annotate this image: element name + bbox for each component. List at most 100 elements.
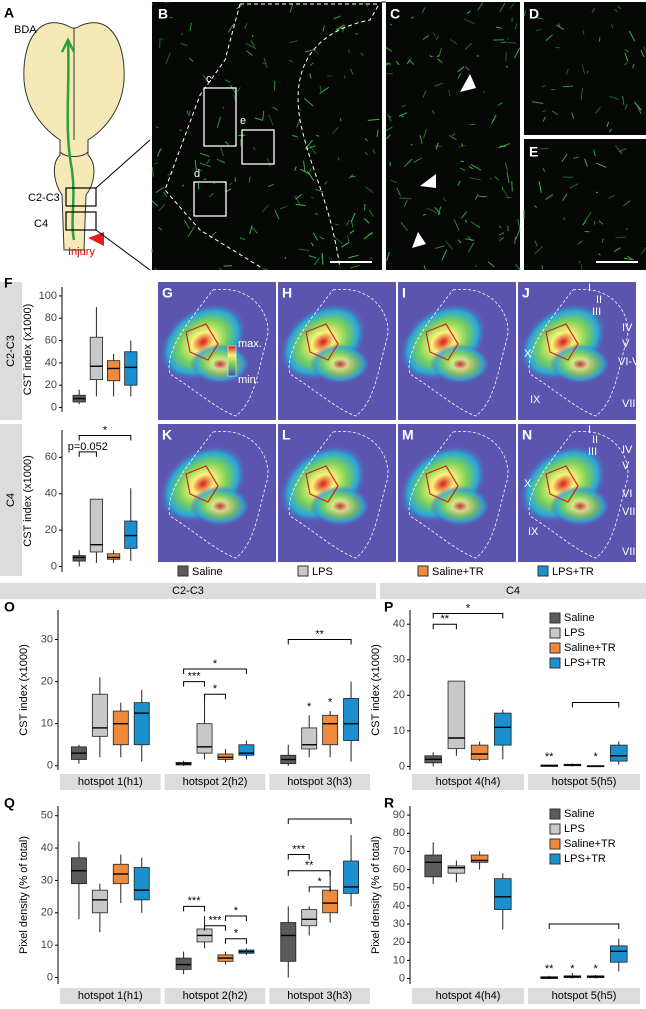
- box: [134, 703, 149, 745]
- lamina-label: IV: [622, 444, 633, 456]
- panel-label: G: [162, 285, 173, 301]
- y-tick-label: 20: [45, 379, 57, 391]
- panel-label: M: [402, 427, 414, 443]
- y-tick-label: 50: [41, 810, 53, 822]
- significance: *: [213, 658, 218, 670]
- legend-label: Saline: [192, 566, 223, 578]
- lamina-label: IX: [528, 526, 539, 538]
- x-category-label: hotspot 5(h5): [552, 776, 617, 788]
- significance: ***: [188, 895, 202, 907]
- legend-swatch: [550, 658, 560, 668]
- box: [92, 890, 107, 913]
- micrograph: [152, 2, 382, 270]
- y-tick-label: 40: [45, 488, 57, 500]
- panel-label: F: [4, 275, 13, 291]
- tracer-label: BDA: [14, 24, 37, 36]
- box: [90, 337, 102, 379]
- section-title: C2-C3: [172, 585, 204, 597]
- x-category-label: hotspot 4(h4): [436, 776, 501, 788]
- box: [425, 855, 442, 877]
- significance: *: [593, 751, 598, 763]
- y-tick-label: 0: [51, 401, 57, 413]
- lamina-label: I: [588, 424, 591, 436]
- fiber: [587, 71, 588, 73]
- y-tick-label: 60: [45, 451, 57, 463]
- panel-label: K: [162, 427, 172, 443]
- lamina-label: VII: [622, 506, 635, 518]
- box: [344, 698, 359, 740]
- panel-label: E: [529, 144, 538, 160]
- scale-label: min.: [238, 374, 259, 386]
- legend-swatch: [550, 809, 560, 819]
- y-tick-label: 0: [399, 972, 405, 984]
- heat-blob: [550, 344, 610, 384]
- y-tick-label: 40: [393, 618, 405, 630]
- micrograph: [524, 2, 646, 135]
- roi-label: d: [194, 168, 200, 180]
- box: [323, 715, 338, 744]
- y-tick-label: 30: [393, 918, 405, 930]
- lamina-label: V: [622, 460, 630, 472]
- legend-swatch: [550, 824, 560, 834]
- level-label: C4: [34, 218, 48, 230]
- significance: *: [328, 697, 333, 709]
- significance: **: [305, 860, 314, 872]
- legend-swatch: [538, 566, 548, 576]
- x-category-label: hotspot 4(h4): [436, 990, 501, 1002]
- legend-swatch: [178, 566, 188, 576]
- box: [302, 910, 317, 926]
- box: [113, 711, 128, 745]
- y-tick-label: 40: [45, 357, 57, 369]
- row-label: C4: [5, 493, 17, 507]
- x-category-label: hotspot 2(h2): [183, 990, 248, 1002]
- fiber: [599, 37, 600, 41]
- row-label: C2-C3: [5, 335, 17, 367]
- lamina-label: VI: [622, 488, 632, 500]
- heat-blob: [310, 486, 370, 526]
- fiber: [316, 136, 319, 137]
- brain-drawing: [24, 23, 150, 270]
- y-tick-label: 40: [41, 842, 53, 854]
- lamina-label: I: [588, 282, 591, 294]
- x-category-label: hotspot 3(h3): [287, 776, 352, 788]
- y-axis-label: CST index (x1000): [370, 644, 382, 736]
- y-tick-label: 10: [393, 725, 405, 737]
- y-tick-label: 0: [47, 760, 53, 772]
- legend-label: LPS+TR: [552, 566, 594, 578]
- box: [610, 745, 627, 761]
- box: [471, 745, 488, 759]
- legend-label: Saline+TR: [564, 838, 616, 850]
- box: [448, 866, 465, 873]
- micrograph: [386, 2, 520, 270]
- panel-label: B: [158, 6, 168, 22]
- legend-label: Saline+TR: [564, 642, 616, 654]
- y-tick-label: 100: [39, 290, 57, 302]
- lamina-label: II: [592, 434, 598, 446]
- y-tick-label: 20: [393, 936, 405, 948]
- box: [92, 694, 107, 736]
- significance-bracket: [572, 702, 618, 707]
- legend-swatch: [550, 613, 560, 623]
- box: [134, 867, 149, 899]
- y-tick-label: 10: [41, 718, 53, 730]
- panel-label: C: [390, 6, 400, 22]
- fiber: [365, 204, 366, 210]
- y-tick-label: 30: [393, 654, 405, 666]
- y-tick-label: 20: [41, 907, 53, 919]
- panel-label: I: [402, 285, 406, 301]
- level-label: C2-C3: [28, 192, 60, 204]
- lamina-label: VIII: [622, 546, 639, 558]
- box: [344, 861, 359, 893]
- legend-label: LPS: [564, 823, 585, 835]
- lesion-label: Injury: [68, 246, 95, 258]
- micrograph: [524, 139, 646, 270]
- x-category-label: hotspot 2(h2): [183, 776, 248, 788]
- color-bar: [228, 346, 236, 376]
- fiber: [512, 181, 513, 191]
- legend-label: LPS: [312, 566, 333, 578]
- y-tick-label: 80: [45, 312, 57, 324]
- significance: *: [103, 424, 108, 436]
- legend-swatch: [550, 628, 560, 638]
- box: [302, 728, 317, 749]
- fiber: [476, 265, 477, 267]
